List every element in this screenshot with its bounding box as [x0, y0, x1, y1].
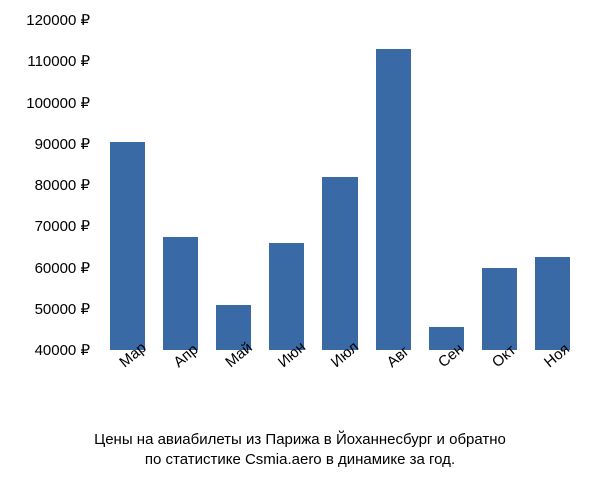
- y-tick-label: 90000 ₽: [35, 135, 90, 153]
- x-tick-label: Июн: [269, 358, 304, 418]
- y-tick-label: 50000 ₽: [35, 300, 90, 318]
- bar: [482, 268, 517, 351]
- x-tick-label: Окт: [482, 358, 517, 418]
- bar: [163, 237, 198, 350]
- bar: [535, 257, 570, 350]
- y-tick-label: 80000 ₽: [35, 176, 90, 194]
- y-tick-label: 60000 ₽: [35, 259, 90, 277]
- y-tick-label: 110000 ₽: [27, 52, 90, 70]
- y-tick-label: 40000 ₽: [35, 341, 90, 359]
- x-tick-label: Авг: [376, 358, 411, 418]
- x-tick-label: Сен: [429, 358, 464, 418]
- caption-line: Цены на авиабилеты из Парижа в Йоханнесб…: [94, 431, 506, 448]
- x-tick-label: Апр: [163, 358, 198, 418]
- x-axis: Мар Апр Май Июн Июл Авг Сен Окт Ноя: [100, 358, 580, 418]
- x-tick-label: Май: [216, 358, 251, 418]
- plot-area: [100, 20, 580, 350]
- x-tick-label: Июл: [322, 358, 357, 418]
- caption-line: по статистике Csmia.aero в динамике за г…: [145, 451, 455, 468]
- bars-group: [100, 20, 580, 350]
- bar: [110, 142, 145, 350]
- bar: [269, 243, 304, 350]
- bar: [376, 49, 411, 350]
- bar: [322, 177, 357, 350]
- chart-caption: Цены на авиабилеты из Парижа в Йоханнесб…: [0, 430, 600, 471]
- price-chart: 40000 ₽ 50000 ₽ 60000 ₽ 70000 ₽ 80000 ₽ …: [0, 0, 600, 500]
- x-tick-label: Мар: [110, 358, 145, 418]
- y-tick-label: 120000 ₽: [26, 11, 90, 29]
- x-tick-label: Ноя: [535, 358, 570, 418]
- y-axis: 40000 ₽ 50000 ₽ 60000 ₽ 70000 ₽ 80000 ₽ …: [0, 20, 95, 350]
- y-tick-label: 100000 ₽: [26, 94, 90, 112]
- y-tick-label: 70000 ₽: [35, 217, 90, 235]
